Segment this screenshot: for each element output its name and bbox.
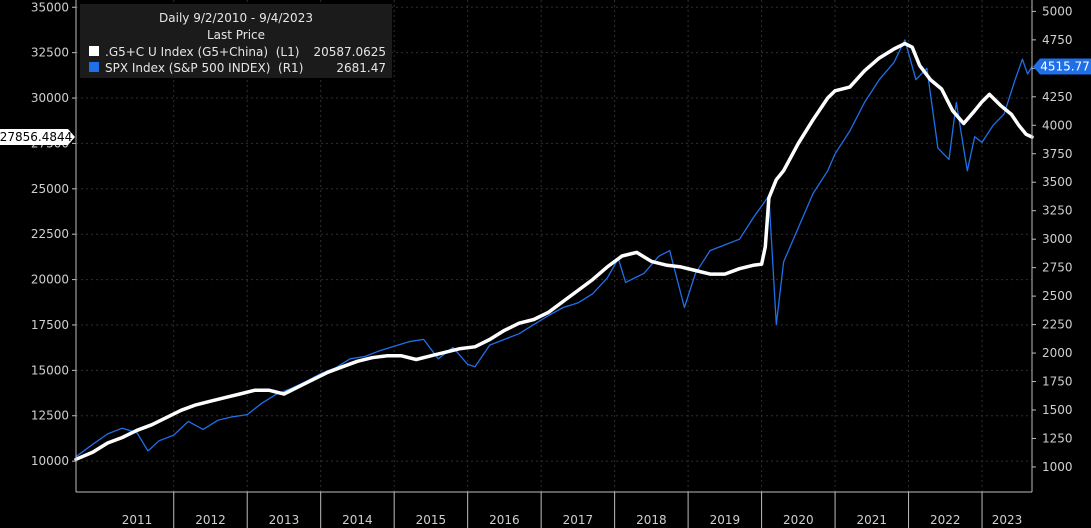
x-tick-label: 2020 [783,513,814,527]
right-last-value-marker: 4515.77 [1033,58,1091,75]
right-tick-label: 1750 [1042,375,1073,389]
left-tick-label: 17500 [31,318,69,332]
legend-label-g5: .G5+C U Index (G5+China) (L1) [105,45,299,59]
legend: Daily 9/2/2010 - 9/4/2023 Last Price .G5… [80,4,392,78]
left-y-axis: 1000012500150001750020000225002500027500… [31,0,76,468]
right-tick-label: 4000 [1042,118,1073,132]
left-tick-label: 25000 [31,182,69,196]
right-tick-label: 2750 [1042,261,1073,275]
x-tick-label: 2011 [122,513,153,527]
right-tick-label: 3250 [1042,204,1073,218]
series-layer [74,39,1034,462]
series-line-g5-china [74,41,1034,462]
left-tick-label: 35000 [31,0,69,14]
right-tick-label: 4250 [1042,90,1073,104]
left-marker-label: 27856.4844 [0,130,72,144]
left-tick-label: 10000 [31,454,69,468]
x-tick-label: 2015 [416,513,447,527]
x-tick-label: 2017 [563,513,594,527]
left-tick-label: 32500 [31,46,69,60]
series-line-spx [75,39,1033,458]
left-marker-shape [0,128,75,145]
x-tick-label: 2016 [489,513,520,527]
x-tick-label: 2022 [930,513,961,527]
x-tick-label: 2012 [195,513,226,527]
right-y-axis: 1000 1250 1500 1750 2000 2250 2500 2750 3000 3250… [1032,4,1073,474]
right-tick-label: 2250 [1042,318,1073,332]
right-tick-label: 2500 [1042,289,1073,303]
legend-background [80,4,392,78]
x-tick-label: 2014 [342,513,373,527]
right-marker-label: 4515.77 [1040,60,1090,74]
right-tick-label: 3000 [1042,232,1073,246]
x-tick-label: 2018 [636,513,667,527]
x-tick-label: 2023 [992,513,1023,527]
right-tick-label: 5000 [1042,4,1073,18]
legend-swatch-spx [89,62,99,72]
x-tick-label: 2013 [269,513,300,527]
right-tick-label: 2000 [1042,346,1073,360]
right-tick-label: 1500 [1042,403,1073,417]
x-tick-label: 2019 [710,513,741,527]
left-tick-label: 22500 [31,227,69,241]
right-tick-label: 1000 [1042,460,1073,474]
legend-value-g5: 20587.0625 [313,45,386,59]
right-marker-shape [1033,58,1091,75]
grid-lines [76,0,1032,492]
legend-swatch-g5 [89,46,99,56]
x-tick-label: 2021 [857,513,888,527]
right-tick-label: 1250 [1042,431,1073,445]
legend-header-dates: Daily 9/2/2010 - 9/4/2023 [159,11,313,25]
right-tick-label: 3500 [1042,175,1073,189]
legend-label-spx: SPX Index (S&P 500 INDEX) (R1) [105,61,303,75]
x-axis: 2011 2012 2013 2014 2015 2016 2017 2018 2019 2020… [122,492,1023,528]
left-last-value-marker: 27856.4844 [0,128,75,145]
legend-value-spx: 2681.47 [336,61,386,75]
legend-header-field: Last Price [207,28,265,42]
left-tick-label: 12500 [31,409,69,423]
left-tick-label: 15000 [31,363,69,377]
right-tick-label: 3750 [1042,147,1073,161]
left-tick-label: 30000 [31,91,69,105]
right-tick-label: 4750 [1042,33,1073,47]
left-tick-label: 20000 [31,273,69,287]
